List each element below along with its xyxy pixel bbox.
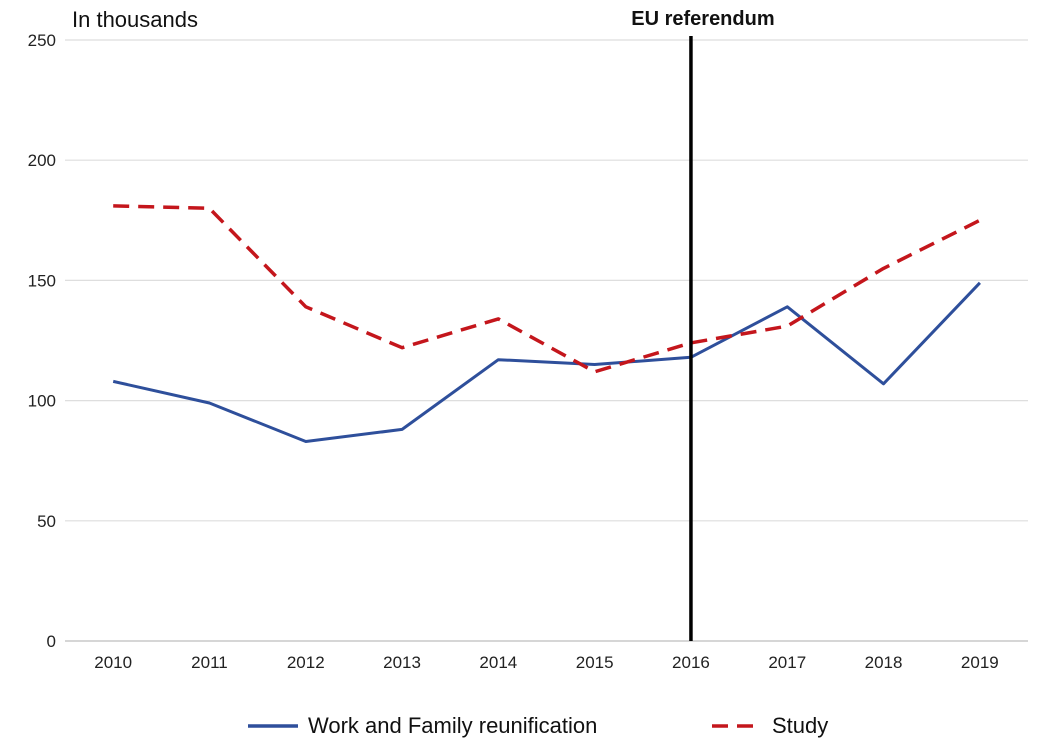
y-axis-tick-labels: 0 50 100 150 200 250 bbox=[28, 31, 56, 651]
x-tick-label: 2019 bbox=[961, 653, 999, 672]
x-tick-label: 2011 bbox=[191, 653, 228, 672]
x-axis-tick-labels: 2010 2011 2012 2013 2014 2015 2016 2017 2018 2019 bbox=[94, 653, 999, 672]
y-tick-label: 50 bbox=[37, 512, 56, 531]
x-tick-label: 2017 bbox=[768, 653, 806, 672]
y-tick-label: 100 bbox=[28, 392, 56, 411]
y-tick-label: 150 bbox=[28, 271, 56, 290]
series-lines bbox=[112, 204, 981, 443]
annotations: EU referendum bbox=[631, 8, 775, 641]
series-line-1 bbox=[113, 204, 981, 374]
x-tick-label: 2010 bbox=[94, 653, 132, 672]
annotation-label: EU referendum bbox=[631, 8, 774, 30]
y-tick-label: 0 bbox=[47, 632, 56, 651]
x-tick-label: 2012 bbox=[287, 653, 325, 672]
x-tick-label: 2015 bbox=[576, 653, 614, 672]
legend-label: Study bbox=[772, 713, 828, 738]
x-tick-label: 2018 bbox=[865, 653, 903, 672]
x-tick-label: 2014 bbox=[479, 653, 517, 672]
x-tick-label: 2016 bbox=[672, 653, 710, 672]
y-tick-label: 250 bbox=[28, 31, 56, 50]
y-tick-label: 200 bbox=[28, 151, 56, 170]
series-line-0 bbox=[112, 281, 981, 443]
x-tick-label: 2013 bbox=[383, 653, 421, 672]
y-unit-label: In thousands bbox=[72, 7, 198, 32]
legend-label: Work and Family reunification bbox=[308, 713, 597, 738]
gridlines bbox=[65, 39, 1028, 642]
legend: Work and Family reunification Study bbox=[248, 713, 828, 738]
